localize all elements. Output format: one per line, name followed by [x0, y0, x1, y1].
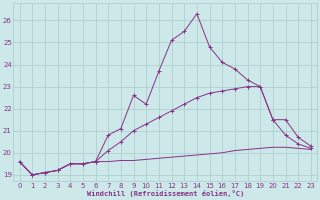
X-axis label: Windchill (Refroidissement éolien,°C): Windchill (Refroidissement éolien,°C)	[87, 190, 244, 197]
